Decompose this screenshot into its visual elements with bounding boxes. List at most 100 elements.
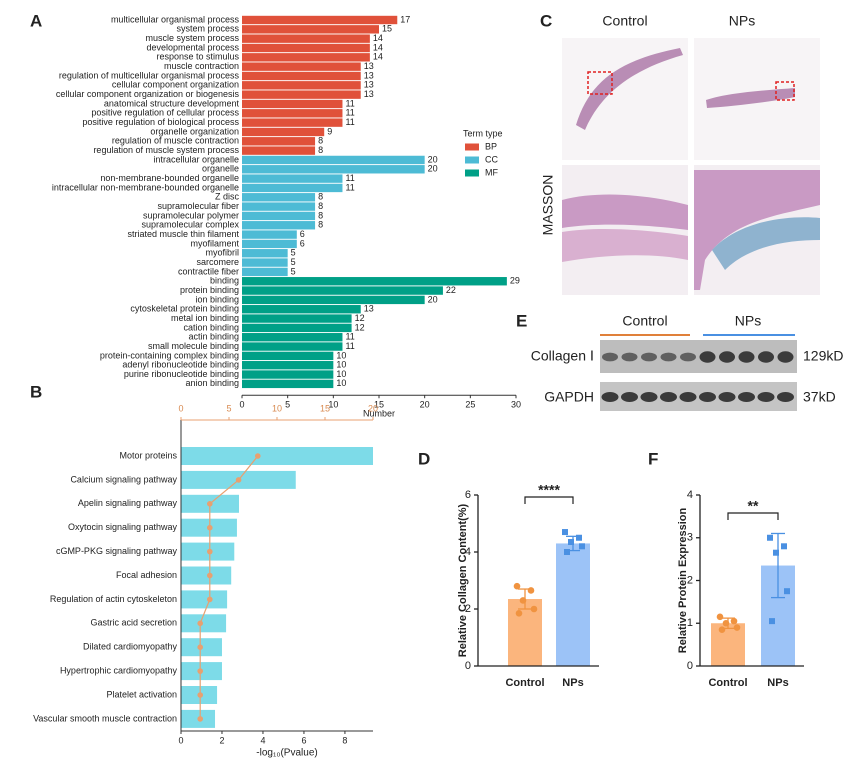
- panel-label: A: [30, 11, 42, 30]
- bar: [242, 342, 343, 351]
- category-label: sarcomere: [196, 257, 239, 267]
- category-label: Motor proteins: [119, 450, 177, 460]
- band: [660, 392, 677, 402]
- x-tick-label: NPs: [562, 677, 583, 689]
- bar: [242, 90, 361, 99]
- value-label: 5: [291, 266, 296, 276]
- bar: [242, 211, 316, 221]
- line-point: [197, 620, 203, 627]
- category-label: intracellular non-membrane-bounded organ…: [52, 182, 239, 192]
- category-label: Dilated cardiomyopathy: [83, 642, 178, 652]
- data-point: [730, 617, 738, 625]
- value-label: 14: [373, 33, 383, 43]
- value-label: 10: [336, 350, 346, 360]
- bar: [242, 109, 343, 118]
- size-label: 129kD: [803, 348, 843, 364]
- size-label: 37kD: [803, 389, 836, 405]
- value-label: 9: [327, 126, 332, 136]
- bar: [242, 230, 297, 239]
- x-tick-label: NPs: [767, 677, 788, 689]
- bar: [242, 99, 343, 109]
- band: [738, 392, 755, 402]
- category-label: myofibril: [205, 248, 239, 258]
- bar: [181, 447, 373, 465]
- category-label: adenyl ribonucleotide binding: [122, 360, 239, 370]
- line-point: [197, 644, 203, 650]
- bar: [181, 614, 227, 633]
- x-tick-label: 30: [511, 400, 521, 410]
- category-label: contractile fiber: [178, 266, 239, 276]
- value-label: 8: [318, 220, 323, 230]
- value-label: 6: [300, 238, 305, 248]
- category-label: protein-containing complex binding: [100, 350, 239, 360]
- category-label: striated muscle thin filament: [127, 229, 239, 239]
- significance: **: [748, 498, 759, 514]
- category-label: Hypertrophic cardiomyopathy: [60, 665, 178, 675]
- band: [621, 392, 638, 402]
- category-label: cellular component organization: [112, 80, 239, 90]
- significance-bracket: [727, 512, 779, 520]
- x2-tick-label: 5: [226, 403, 231, 413]
- line-point: [207, 596, 213, 603]
- row-label: GAPDH: [544, 389, 594, 405]
- x-tick-label: Control: [708, 677, 747, 689]
- band: [660, 352, 677, 362]
- bar: [242, 351, 334, 361]
- x-tick-label: 10: [328, 400, 338, 410]
- data-point: [781, 543, 787, 550]
- line-point: [235, 477, 242, 483]
- bar: [242, 62, 361, 71]
- bar: [242, 202, 316, 211]
- category-label: cellular component organization or bioge…: [56, 89, 240, 99]
- row-label: Collagen Ⅰ: [531, 348, 594, 364]
- value-label: 20: [428, 154, 438, 164]
- value-label: 10: [336, 360, 346, 370]
- bar: [242, 333, 343, 342]
- category-label: Calcium signaling pathway: [70, 474, 177, 484]
- value-label: 10: [336, 369, 346, 379]
- value-label: 8: [318, 145, 323, 155]
- legend-label: MF: [485, 167, 498, 177]
- y-tick-label: 0: [465, 660, 471, 672]
- category-label: Gastric acid secretion: [90, 618, 177, 628]
- category-label: anion binding: [185, 378, 239, 388]
- value-label: 15: [382, 24, 392, 34]
- x-tick-label: 4: [260, 735, 265, 745]
- x-tick-label: 0: [239, 400, 244, 410]
- category-label: myofilament: [190, 238, 239, 248]
- bar: [242, 361, 334, 370]
- line-point: [207, 501, 213, 507]
- line-point: [197, 692, 203, 698]
- y-tick-label: 1: [687, 617, 693, 629]
- band: [641, 352, 657, 362]
- category-label: anatomical structure development: [104, 98, 240, 108]
- panel-label: E: [516, 311, 527, 330]
- bar: [242, 71, 361, 81]
- bar: [242, 258, 288, 267]
- x-tick-label: 0: [178, 735, 183, 745]
- category-label: positive regulation of cellular process: [91, 108, 239, 118]
- category-label: muscle system process: [145, 33, 239, 43]
- histology-images: [562, 38, 820, 295]
- data-point: [515, 609, 523, 617]
- bar: [181, 590, 228, 609]
- line-point: [207, 524, 213, 531]
- band: [601, 392, 619, 402]
- column-label: Control: [602, 13, 647, 29]
- bar: [242, 305, 361, 314]
- value-label: 13: [364, 304, 374, 314]
- y-tick-label: 3: [687, 532, 693, 544]
- value-label: 13: [364, 61, 374, 71]
- legend-title: Term type: [463, 128, 503, 138]
- band: [679, 392, 697, 402]
- line-point: [207, 548, 213, 555]
- value-label: 5: [291, 257, 296, 267]
- line-point: [254, 453, 261, 459]
- bar: [242, 314, 352, 323]
- category-label: positive regulation of biological proces…: [82, 117, 239, 127]
- data-point: [722, 619, 730, 627]
- value-label: 5: [291, 248, 296, 258]
- bands: [601, 351, 794, 402]
- bar: [242, 221, 316, 230]
